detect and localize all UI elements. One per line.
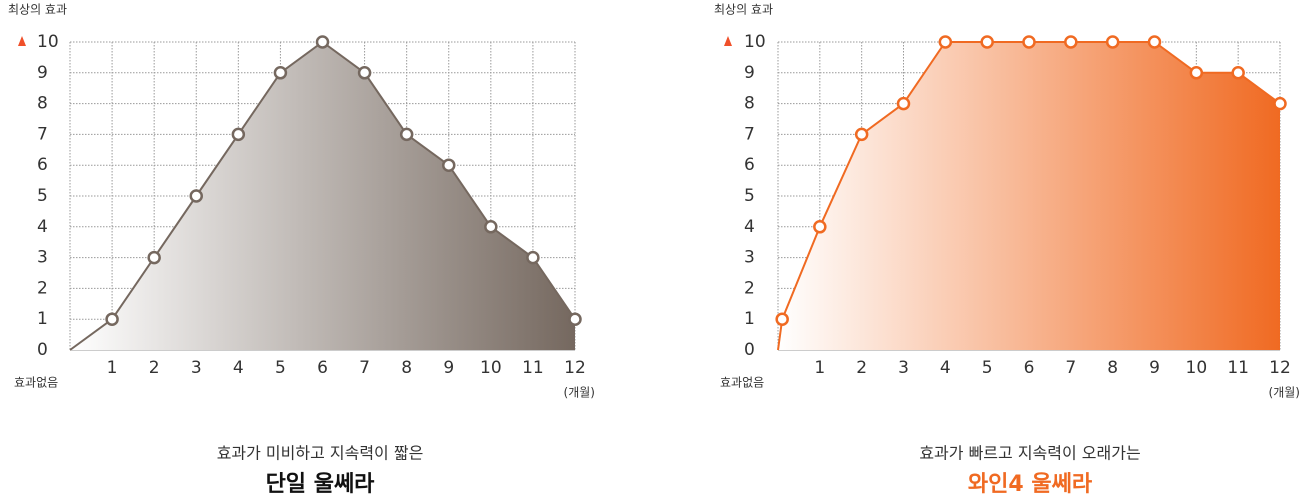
y-tick-label: 3	[37, 248, 48, 268]
x-tick-label: 4	[233, 358, 244, 378]
marker	[896, 96, 911, 111]
x-tick-label: 6	[1024, 358, 1035, 378]
marker	[1064, 35, 1078, 49]
marker	[854, 127, 869, 142]
marker	[484, 220, 498, 234]
x-tick-label: 7	[1065, 358, 1076, 378]
area-fill	[778, 42, 1280, 350]
marker	[1147, 35, 1162, 49]
y-tick-label: 8	[744, 94, 755, 114]
chart-title: 단일 울쎄라	[266, 472, 376, 497]
y-tick-label: 0	[744, 340, 755, 360]
y-tick-label: 8	[37, 94, 48, 114]
x-tick-label: 2	[856, 358, 867, 378]
y-tick-label: 4	[37, 217, 48, 237]
x-tick-label: 10	[480, 358, 502, 378]
y-tick-label: 5	[744, 186, 755, 206]
x-tick-label: 3	[898, 358, 909, 378]
y-tick-label: 9	[744, 63, 755, 83]
marker	[568, 312, 582, 326]
y-tick-label: 0	[37, 340, 48, 360]
y-tick-label: 7	[744, 124, 755, 144]
chart-title: 와인4 울쎄라	[968, 472, 1093, 497]
x-unit-label: (개월)	[1269, 386, 1300, 400]
line-start	[69, 318, 113, 351]
x-tick-label: 12	[1269, 358, 1291, 378]
marker	[1231, 66, 1245, 80]
x-tick-label: 2	[149, 358, 160, 378]
x-tick-label: 1	[814, 358, 825, 378]
x-tick-label: 1	[107, 358, 118, 378]
marker	[938, 35, 953, 49]
x-tick-label: 8	[401, 358, 412, 378]
y-tick-label: 2	[744, 278, 755, 298]
x-tick-label: 11	[522, 358, 544, 378]
x-tick-label: 12	[564, 358, 586, 378]
y-tick-label: 3	[744, 248, 755, 268]
y-tick-label: 4	[744, 217, 755, 237]
y-tick-label: 7	[37, 124, 48, 144]
marker	[357, 66, 372, 80]
marker	[813, 220, 827, 234]
y-tick-label: 10	[744, 32, 766, 52]
x-unit-label: (개월)	[564, 386, 595, 400]
marker	[147, 250, 161, 265]
x-tick-label: 3	[191, 358, 202, 378]
y-axis-arrowhead	[18, 36, 26, 46]
marker	[442, 158, 456, 172]
x-tick-label: 9	[443, 358, 454, 378]
y-tick-label: 9	[37, 63, 48, 83]
marker	[775, 312, 789, 326]
y-top-label: 최상의 효과	[8, 3, 67, 17]
marker	[1189, 66, 1204, 80]
x-tick-label: 4	[940, 358, 951, 378]
chart-subtitle: 효과가 빠르고 지속력이 오래가는	[919, 444, 1140, 463]
y-tick-label: 5	[37, 186, 48, 206]
x-tick-label: 11	[1227, 358, 1249, 378]
marker	[315, 35, 330, 49]
x-tick-label: 10	[1186, 358, 1208, 378]
marker	[980, 35, 994, 49]
marker	[1273, 96, 1287, 111]
y-bottom-label: 효과없음	[14, 376, 58, 390]
marker	[1105, 35, 1120, 49]
y-tick-label: 6	[37, 155, 48, 175]
x-tick-label: 9	[1149, 358, 1160, 378]
y-top-label: 최상의 효과	[714, 3, 773, 17]
marker	[105, 312, 119, 326]
y-tick-label: 1	[37, 309, 48, 329]
marker	[231, 127, 246, 142]
marker	[526, 250, 540, 265]
x-tick-label: 5	[275, 358, 286, 378]
y-tick-label: 2	[37, 278, 48, 298]
y-tick-label: 10	[37, 32, 59, 52]
x-tick-label: 5	[982, 358, 993, 378]
y-axis-arrowhead	[724, 36, 732, 46]
x-tick-label: 6	[317, 358, 328, 378]
marker	[273, 66, 288, 80]
marker	[399, 127, 414, 142]
marker	[1022, 35, 1036, 49]
marker	[189, 189, 203, 203]
x-tick-label: 7	[359, 358, 370, 378]
y-tick-label: 6	[744, 155, 755, 175]
y-tick-label: 1	[744, 309, 755, 329]
x-tick-label: 8	[1107, 358, 1118, 378]
area-fill	[70, 42, 575, 350]
chart-subtitle: 효과가 미비하고 지속력이 짧은	[217, 444, 424, 463]
line	[111, 40, 576, 320]
y-bottom-label: 효과없음	[720, 376, 764, 390]
